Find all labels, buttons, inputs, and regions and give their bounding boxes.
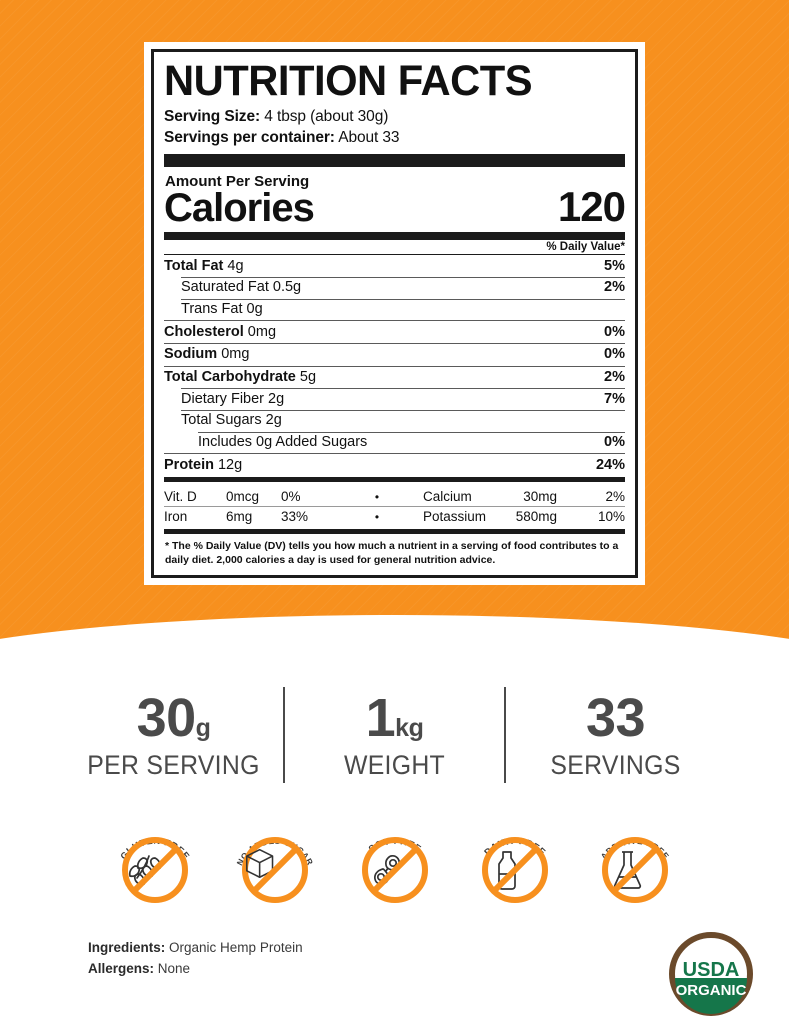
milk-bottle-icon xyxy=(481,837,548,903)
footer-text: Ingredients: Organic Hemp Protein Allerg… xyxy=(88,938,488,980)
ingredients-value: Organic Hemp Protein xyxy=(169,940,303,955)
allergens-value: None xyxy=(157,960,191,976)
nutrient-name: Total Carbohydrate 5g xyxy=(164,369,317,386)
nutrient-name: Total Fat 4g xyxy=(164,257,244,274)
nutrient-rows: Total Fat 4g 5% Saturated Fat 0.5g 2% Trans … xyxy=(164,254,625,476)
nutrient-row: Total Carbohydrate 5g 2% xyxy=(164,365,625,389)
nutrient-name: Includes 0g Added Sugars xyxy=(198,434,368,451)
nutrient-row: Sodium 0mg 0% xyxy=(164,342,625,366)
nutrition-facts-panel: NUTRITION FACTS Serving Size: 4 tbsp (ab… xyxy=(144,42,645,585)
svg-text:USDA: USDA xyxy=(683,959,740,981)
stat-item: 30g PER SERVING xyxy=(64,691,283,779)
badge-additive-free: ADDITIVE FREE xyxy=(595,812,675,920)
micronutrient-amount-left: 0mcg xyxy=(226,488,260,504)
nutrient-name: Protein 12g xyxy=(164,456,243,473)
daily-value-footnote: * The % Daily Value (DV) tells you how m… xyxy=(165,539,619,566)
nutrient-name: Cholesterol 0mg xyxy=(164,323,277,340)
micronutrient-name-right: Potassium xyxy=(423,508,487,524)
micronutrient-row: Vit. D 0mcg 0% • Calcium 30mg 2% xyxy=(164,487,625,506)
micronutrient-pct-left: 0% xyxy=(281,488,301,504)
nutrient-name: Sodium 0mg xyxy=(164,346,250,363)
allergens-label: Allergens: xyxy=(88,960,155,976)
micronutrient-name-left: Vit. D xyxy=(164,488,197,504)
nutrient-row: Total Fat 4g 5% xyxy=(164,254,625,277)
nutrient-name: Total Sugars 2g xyxy=(181,412,282,429)
ingredients-line: Ingredients: Organic Hemp Protein xyxy=(88,938,488,959)
nutrient-daily-value: 2% xyxy=(604,279,625,296)
micronutrient-separator: • xyxy=(374,489,380,504)
stat-label: SERVINGS xyxy=(550,749,681,780)
nutrient-daily-value: 7% xyxy=(604,390,625,407)
ingredients-label: Ingredients: xyxy=(88,940,166,955)
calories-value: 120 xyxy=(557,183,626,231)
badge-no-added-sugar: NO ADDED SUGAR xyxy=(235,812,315,920)
nutrient-row: Dietary Fiber 2g 7% xyxy=(164,388,625,410)
micronutrient-amount-right: 580mg xyxy=(515,508,557,524)
stats-band: 30g PER SERVING 1kg WEIGHT 33 SERVINGS xyxy=(0,672,789,797)
micronutrient-amount-left: 6mg xyxy=(226,508,253,524)
amount-per-serving-label: Amount Per Serving xyxy=(165,173,310,191)
micronutrient-pct-right: 10% xyxy=(597,508,625,524)
nutrient-daily-value: 24% xyxy=(595,456,625,473)
nutrient-daily-value: 5% xyxy=(604,257,625,274)
micronutrient-pct-right: 2% xyxy=(605,488,625,504)
nutrient-name: Dietary Fiber 2g xyxy=(181,390,285,407)
divider-bar-thin-bottom xyxy=(164,528,625,534)
nutrient-row: Cholesterol 0mg 0% xyxy=(164,320,625,343)
allergens-line: Allergens: None xyxy=(88,959,488,980)
soy-bean-icon xyxy=(361,837,428,903)
stat-label: WEIGHT xyxy=(343,749,445,780)
flask-icon xyxy=(601,837,668,903)
micronutrient-name-right: Calcium xyxy=(423,488,472,504)
daily-value-header: % Daily Value* xyxy=(546,241,625,254)
nutrient-daily-value: 0% xyxy=(604,346,625,363)
servings-per-container-line: Servings per container: About 33 xyxy=(164,128,625,149)
micronutrient-name-left: Iron xyxy=(164,508,188,524)
nutrient-name: Saturated Fat 0.5g xyxy=(181,279,302,296)
servings-per-container-value: About 33 xyxy=(338,128,400,146)
stat-item: 33 SERVINGS xyxy=(506,691,725,779)
micronutrient-rows: Vit. D 0mcg 0% • Calcium 30mg 2% Iron 6mg 33% • Pot… xyxy=(164,484,625,528)
badge-gluten-free: GLUTEN FREE xyxy=(115,812,195,920)
stat-label: PER SERVING xyxy=(87,749,260,780)
stat-divider xyxy=(283,686,285,783)
micronutrient-separator: • xyxy=(374,509,380,524)
micronutrient-row: Iron 6mg 33% • Potassium 580mg 10% xyxy=(164,505,625,526)
badges-row: GLUTEN FREE NO ADDED SUGAR SOY FREE DAIRY F… xyxy=(0,812,789,920)
usda-organic-seal: USDA ORGANIC xyxy=(668,931,754,1017)
divider-bar-thin-top xyxy=(164,476,625,482)
badge-soy-free: SOY FREE xyxy=(355,812,435,920)
nutrient-name: Trans Fat 0g xyxy=(181,301,263,318)
serving-size-value: 4 tbsp (about 30g) xyxy=(264,108,389,126)
stat-divider xyxy=(504,686,506,783)
wheat-icon xyxy=(121,837,188,903)
sugar-cube-icon xyxy=(241,837,308,903)
divider-bar-thick xyxy=(164,154,625,168)
micronutrient-amount-right: 30mg xyxy=(523,488,557,504)
divider-bar-medium xyxy=(164,232,625,241)
nutrient-daily-value: 0% xyxy=(604,434,625,451)
nutrient-row: Saturated Fat 0.5g 2% xyxy=(164,276,625,299)
badge-dairy-free: DAIRY FREE xyxy=(475,812,555,920)
calories-label: Calories xyxy=(164,186,315,231)
svg-text:ORGANIC: ORGANIC xyxy=(676,982,747,999)
nutrient-row: Includes 0g Added Sugars 0% xyxy=(164,431,625,454)
serving-size-label: Serving Size: xyxy=(164,108,261,126)
nutrient-daily-value: 0% xyxy=(604,323,625,340)
nutrient-row: Trans Fat 0g xyxy=(164,298,625,321)
nutrient-row: Protein 12g 24% xyxy=(164,453,625,476)
stat-item: 1kg WEIGHT xyxy=(285,691,504,779)
serving-size-line: Serving Size: 4 tbsp (about 30g) xyxy=(164,107,625,128)
nutrient-daily-value: 2% xyxy=(604,369,625,386)
calories-row: Calories 120 xyxy=(164,183,626,231)
nutrient-row: Total Sugars 2g xyxy=(164,409,625,432)
stat-number: 30g xyxy=(136,687,211,748)
servings-per-container-label: Servings per container: xyxy=(164,128,335,146)
stat-number: 1kg xyxy=(365,687,424,748)
micronutrient-pct-left: 33% xyxy=(281,508,309,524)
stat-number: 33 xyxy=(585,687,646,748)
nutrition-facts-title: NUTRITION FACTS xyxy=(164,57,533,105)
